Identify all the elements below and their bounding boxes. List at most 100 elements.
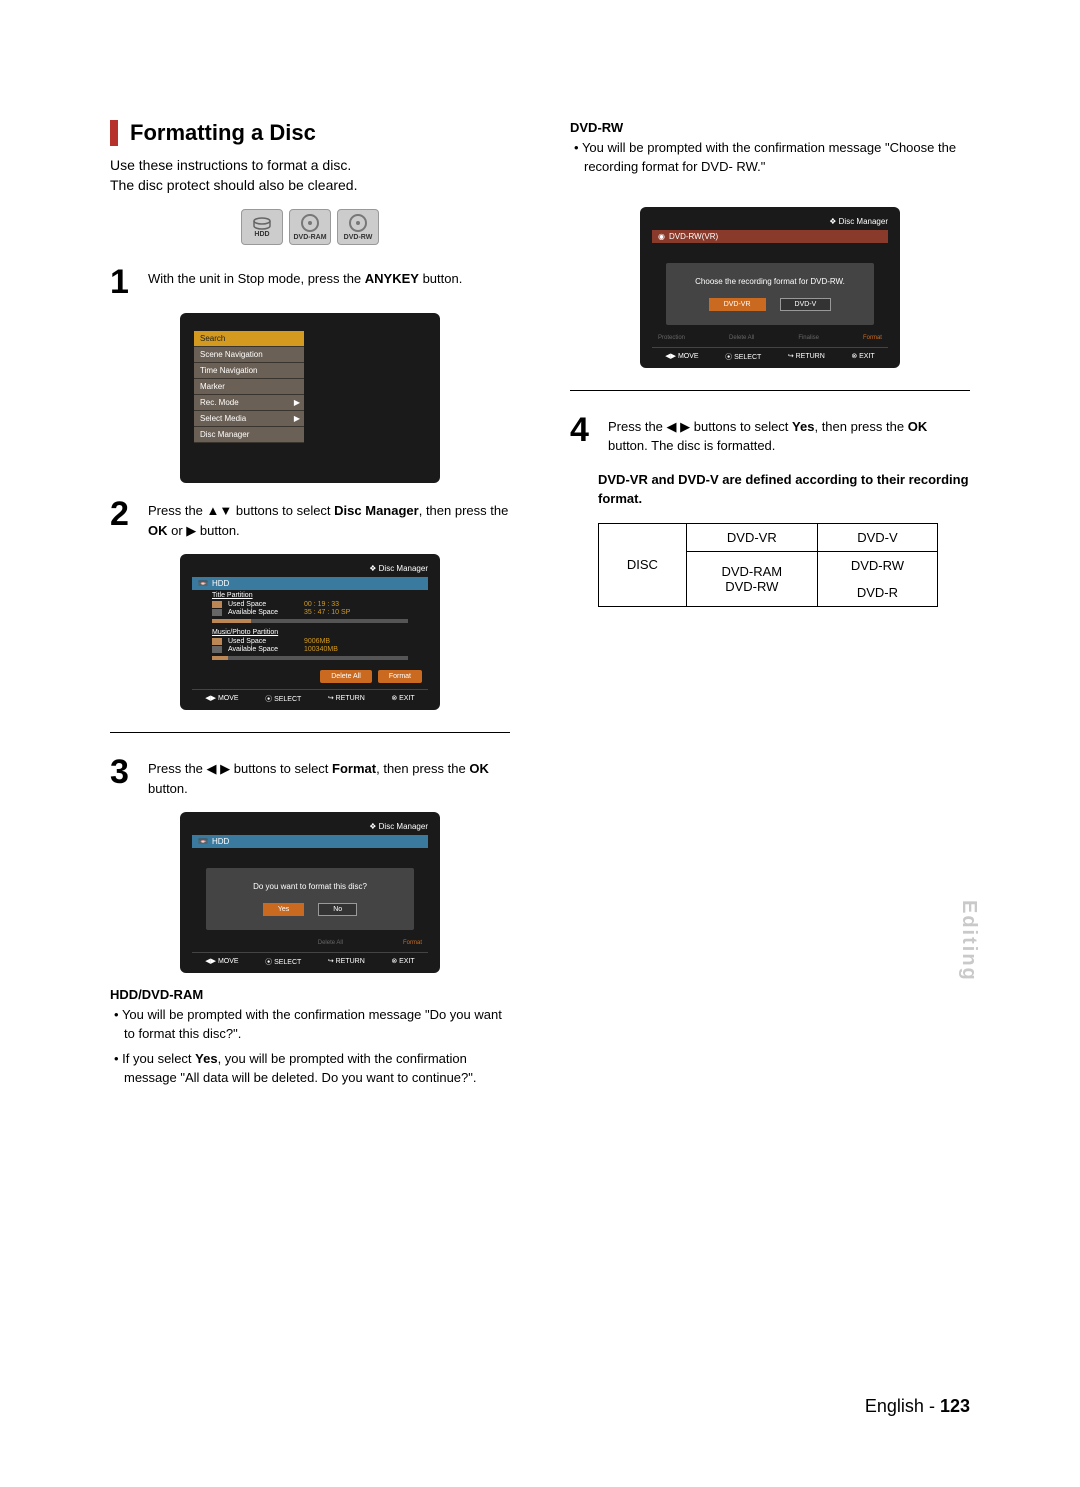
no-button: No: [318, 903, 357, 916]
step-2-number: 2: [110, 497, 138, 540]
dvd-rw-screen: Disc Manager ◉ DVD-RW(VR) Choose the rec…: [640, 207, 900, 368]
step-3: 3 Press the ◀ ▶ buttons to select Format…: [110, 755, 510, 798]
page-footer: English - 123: [865, 1396, 970, 1417]
dialog-message: Choose the recording format for DVD-RW.: [676, 277, 864, 286]
hdd-ram-bullet-2: If you select Yes, you will be prompted …: [124, 1050, 510, 1088]
screen-title: Disc Manager: [192, 564, 428, 573]
step-1-number: 1: [110, 265, 138, 299]
section-title: Formatting a Disc: [130, 120, 316, 146]
progress-bar: [212, 619, 408, 623]
exit-hint: ⊗ EXIT: [391, 694, 414, 704]
dialog-message: Do you want to format this disc?: [216, 882, 404, 891]
chevron-right-icon: ▶: [294, 398, 300, 407]
intro-line-1: Use these instructions to format a disc.: [110, 156, 510, 176]
step-4-text: Press the ◀ ▶ buttons to select Yes, the…: [608, 413, 970, 456]
step-2-screen: Disc Manager 📼 HDD Title Partition Used …: [180, 554, 440, 710]
format-choice-dialog: Choose the recording format for DVD-RW. …: [666, 263, 874, 325]
move-hint: ◀▶ MOVE: [205, 694, 238, 704]
menu-item: Disc Manager: [194, 427, 304, 443]
hdd-icon-label: HDD: [254, 231, 269, 238]
format-note-text: DVD-VR and DVD-V are defined according t…: [598, 470, 970, 509]
progress-bar-2: [212, 656, 408, 660]
hdd-ram-bullet-1: You will be prompted with the confirmati…: [124, 1006, 510, 1044]
hdd-icon: HDD: [241, 209, 283, 245]
exit-hint: ⊗ EXIT: [391, 957, 414, 967]
dvd-ram-icon: DVD-RAM: [289, 209, 331, 245]
used-space-row: Used Space00 : 19 : 33: [212, 601, 428, 608]
menu-item: Time Navigation: [194, 363, 304, 379]
available-space-row-2: Available Space100340MB: [212, 646, 428, 653]
format-note: DVD-VR and DVD-V are defined according t…: [598, 470, 970, 509]
select-hint: ⦿ SELECT: [725, 352, 761, 362]
page-columns: Formatting a Disc Use these instructions…: [110, 120, 970, 1094]
step-1-text: With the unit in Stop mode, press the AN…: [148, 265, 510, 299]
screen-footer: ◀▶ MOVE ⦿ SELECT ↪ RETURN ⊗ EXIT: [192, 952, 428, 967]
step-2-text: Press the ▲▼ buttons to select Disc Mana…: [148, 497, 510, 540]
table-header: DVD-V: [817, 523, 937, 551]
heading-accent-bar: [110, 120, 118, 146]
step-1-screen: Search Scene Navigation Time Navigation …: [180, 313, 440, 483]
used-space-row-2: Used Space9006MB: [212, 638, 428, 645]
right-column: DVD-RW You will be prompted with the con…: [570, 120, 970, 1094]
menu-item: Search: [194, 331, 304, 347]
divider: [110, 732, 510, 733]
dvd-vr-button: DVD-VR: [709, 298, 766, 311]
format-button: Format: [378, 670, 422, 683]
chevron-right-icon: ▶: [294, 414, 300, 423]
select-hint: ⦿ SELECT: [265, 957, 301, 967]
screen-footer: ◀▶ MOVE ⦿ SELECT ↪ RETURN ⊗ EXIT: [652, 347, 888, 362]
ghost-buttons: Protection Delete All Finalise Format: [658, 335, 882, 341]
dvd-rw-tab: ◉ DVD-RW(VR): [652, 230, 888, 243]
step-3-number: 3: [110, 755, 138, 798]
exit-hint: ⊗ EXIT: [851, 352, 874, 362]
dvd-rw-icon: DVD-RW: [337, 209, 379, 245]
format-table: DISC DVD-VR DVD-V DVD-RAM DVD-RW DVD-RW …: [598, 523, 938, 607]
step-2: 2 Press the ▲▼ buttons to select Disc Ma…: [110, 497, 510, 540]
ghost-buttons: Delete All Format: [198, 940, 422, 946]
anykey-menu: Search Scene Navigation Time Navigation …: [194, 331, 304, 443]
return-hint: ↪ RETURN: [328, 694, 365, 704]
dvd-rw-heading: DVD-RW: [570, 120, 970, 135]
menu-item: Rec. Mode▶: [194, 395, 304, 411]
format-dialog: Do you want to format this disc? Yes No: [206, 868, 414, 930]
hdd-tab: 📼 HDD: [192, 835, 428, 848]
return-hint: ↪ RETURN: [788, 352, 825, 362]
move-hint: ◀▶ MOVE: [205, 957, 238, 967]
menu-item: Scene Navigation: [194, 347, 304, 363]
section-heading: Formatting a Disc: [110, 120, 510, 146]
screen-title: Disc Manager: [192, 822, 428, 831]
table-rowhead: DISC: [599, 523, 687, 606]
move-hint: ◀▶ MOVE: [665, 352, 698, 362]
hdd-ram-heading: HDD/DVD-RAM: [110, 987, 510, 1002]
hdd-tab: 📼 HDD: [192, 577, 428, 590]
step-1: 1 With the unit in Stop mode, press the …: [110, 265, 510, 299]
intro-text: Use these instructions to format a disc.…: [110, 156, 510, 195]
chapter-tab: Editing: [957, 900, 980, 982]
table-header: DVD-VR: [686, 523, 817, 551]
dvd-v-button: DVD-V: [780, 298, 832, 311]
return-hint: ↪ RETURN: [328, 957, 365, 967]
menu-item: Marker: [194, 379, 304, 395]
screen-buttons: Delete All Format: [192, 670, 422, 683]
dvd-ram-icon-label: DVD-RAM: [293, 234, 326, 241]
footer-language: English -: [865, 1396, 935, 1416]
divider: [570, 390, 970, 391]
table-cell: DVD-R: [817, 579, 937, 607]
select-hint: ⦿ SELECT: [265, 694, 301, 704]
step-3-screen: Disc Manager 📼 HDD Do you want to format…: [180, 812, 440, 973]
title-partition-label: Title Partition: [212, 592, 428, 599]
disc-type-icons: HDD DVD-RAM DVD-RW: [110, 209, 510, 245]
available-space-row: Available Space35 : 47 : 10 SP: [212, 609, 428, 616]
screen-title: Disc Manager: [652, 217, 888, 226]
music-partition-label: Music/Photo Partition: [212, 629, 428, 636]
screen-footer: ◀▶ MOVE ⦿ SELECT ↪ RETURN ⊗ EXIT: [192, 689, 428, 704]
step-4: 4 Press the ◀ ▶ buttons to select Yes, t…: [570, 413, 970, 456]
yes-button: Yes: [263, 903, 304, 916]
footer-page-number: 123: [940, 1396, 970, 1416]
dvd-rw-bullet-1: You will be prompted with the confirmati…: [584, 139, 970, 177]
delete-all-button: Delete All: [320, 670, 372, 683]
table-cell: DVD-RAM DVD-RW: [686, 551, 817, 606]
step-4-number: 4: [570, 413, 598, 456]
step-3-text: Press the ◀ ▶ buttons to select Format, …: [148, 755, 510, 798]
table-cell: DVD-RW: [817, 551, 937, 579]
